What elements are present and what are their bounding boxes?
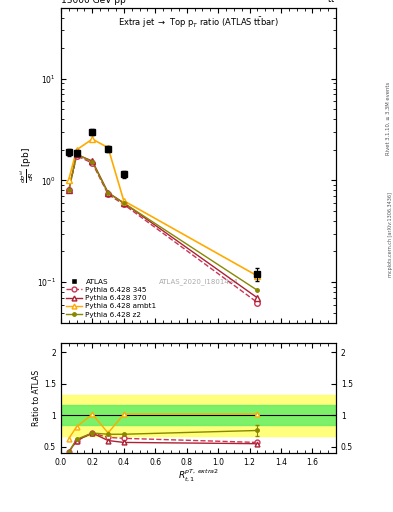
Text: ATLAS_2020_I1801434: ATLAS_2020_I1801434: [159, 278, 238, 285]
Y-axis label: $\frac{d\sigma^{id}}{dR}$ [pb]: $\frac{d\sigma^{id}}{dR}$ [pb]: [18, 147, 35, 183]
Text: Rivet 3.1.10, ≥ 3.3M events: Rivet 3.1.10, ≥ 3.3M events: [386, 81, 391, 155]
Text: $t\bar{t}$: $t\bar{t}$: [327, 0, 336, 5]
Text: 13000 GeV pp: 13000 GeV pp: [61, 0, 126, 5]
Text: Extra jet $\rightarrow$ Top p$_T$ ratio (ATLAS t$\bar{\mathrm{t}}$bar): Extra jet $\rightarrow$ Top p$_T$ ratio …: [118, 15, 279, 30]
Text: mcplots.cern.ch [arXiv:1306.3436]: mcplots.cern.ch [arXiv:1306.3436]: [387, 192, 393, 277]
Legend: ATLAS, Pythia 6.428 345, Pythia 6.428 370, Pythia 6.428 ambt1, Pythia 6.428 z2: ATLAS, Pythia 6.428 345, Pythia 6.428 37…: [64, 277, 158, 319]
Y-axis label: Ratio to ATLAS: Ratio to ATLAS: [32, 370, 41, 426]
X-axis label: $R_{t,1}^{pT,\,extra2}$: $R_{t,1}^{pT,\,extra2}$: [178, 468, 219, 484]
